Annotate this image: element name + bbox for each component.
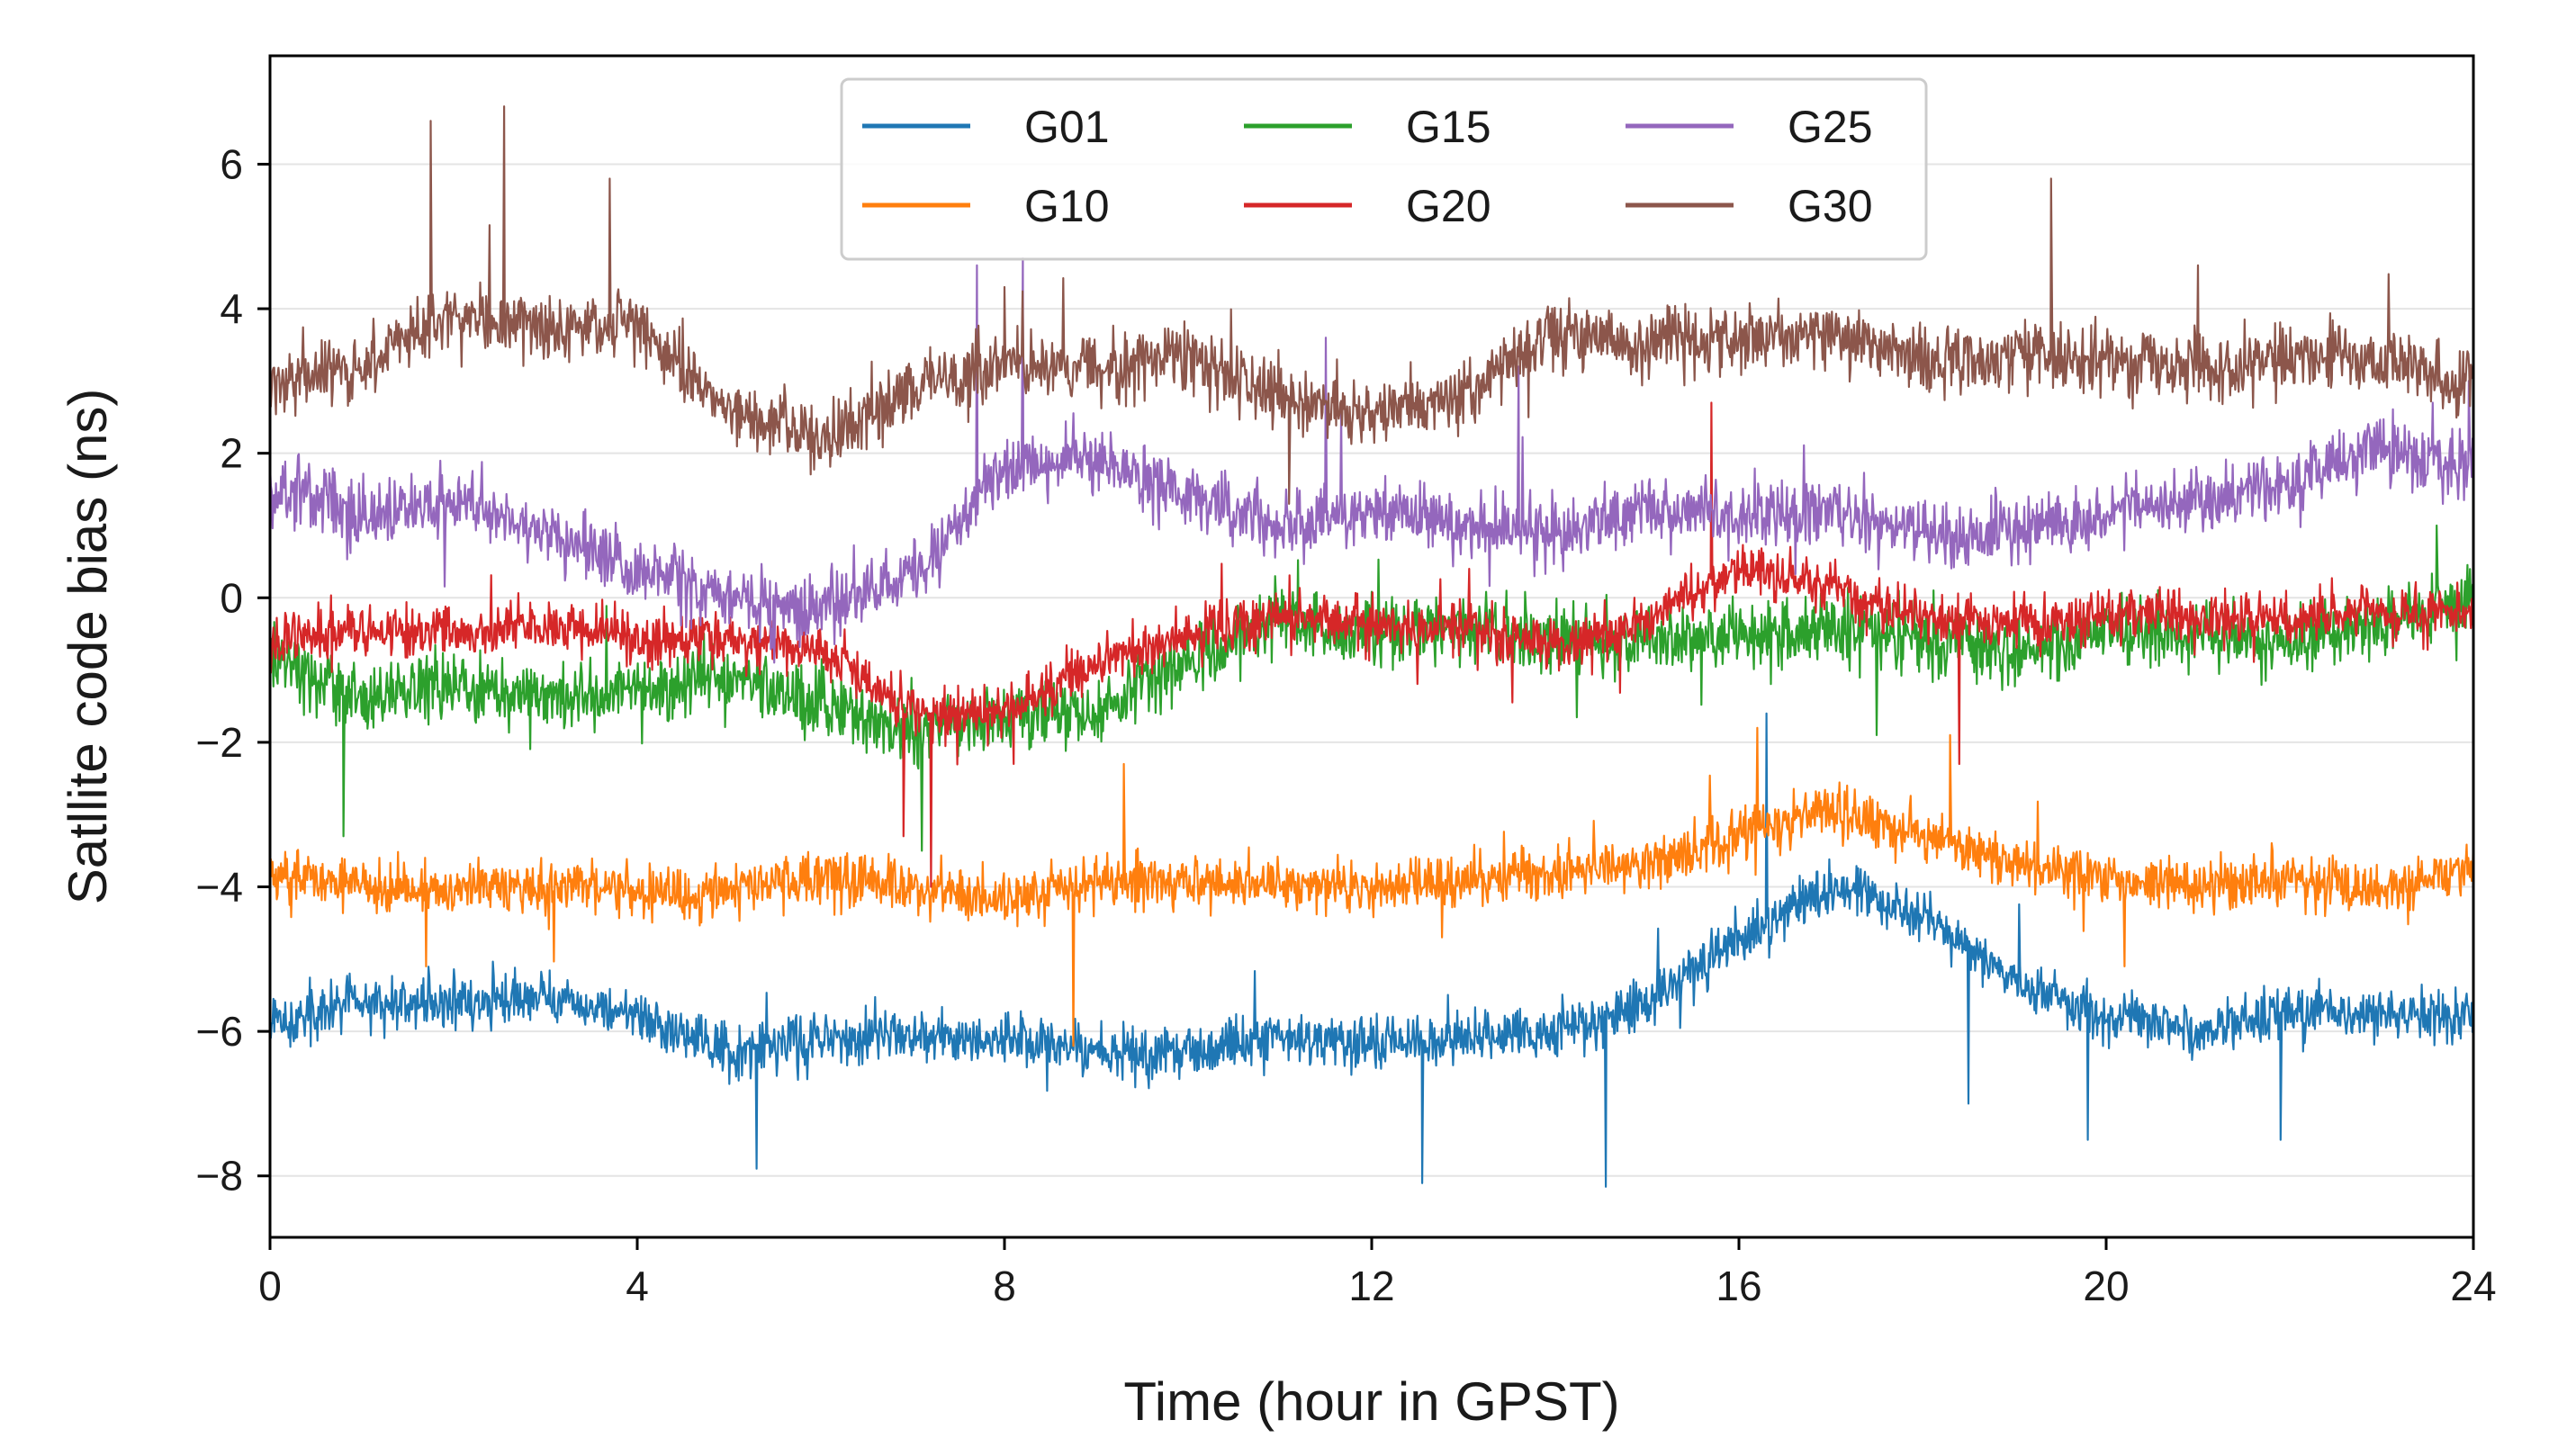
x-tick-label: 16 <box>1716 1263 1761 1309</box>
legend-label: G20 <box>1406 181 1491 231</box>
series-lines <box>268 105 2475 1188</box>
x-tick-label: 12 <box>1348 1263 1394 1309</box>
legend-label: G10 <box>1024 181 1110 231</box>
legend-item-g25: G25 <box>1626 102 1873 152</box>
legend: G01 G15 G25 G10 G20 G30 <box>840 77 1928 261</box>
x-tick-label: 24 <box>2450 1263 2496 1309</box>
x-tick-label: 20 <box>2083 1263 2129 1309</box>
y-tick-label: 4 <box>220 285 243 332</box>
series-line-g10 <box>268 726 2475 1047</box>
x-tick-label: 0 <box>258 1263 282 1309</box>
y-tick-label: −8 <box>196 1153 243 1200</box>
y-tick-label: 6 <box>220 140 243 187</box>
series-line-g01 <box>268 712 2475 1188</box>
legend-box <box>840 77 1928 261</box>
y-tick-label: −2 <box>196 719 243 766</box>
legend-item-g20: G20 <box>1244 181 1491 231</box>
legend-label: G01 <box>1024 102 1110 152</box>
series-line-g25 <box>268 256 2475 664</box>
legend-item-g10: G10 <box>862 181 1110 231</box>
y-tick-label: 0 <box>220 574 243 621</box>
legend-label: G15 <box>1406 102 1491 152</box>
legend-item-g15: G15 <box>1244 102 1491 152</box>
y-axis-label: Satllite code bias (ns) <box>58 389 118 905</box>
legend-item-g01: G01 <box>862 102 1110 152</box>
x-tick-label: 4 <box>626 1263 649 1309</box>
x-tick-label: 8 <box>993 1263 1016 1309</box>
series-line-g20 <box>268 401 2475 888</box>
legend-item-g30: G30 <box>1626 181 1873 231</box>
legend-label: G25 <box>1788 102 1873 152</box>
y-tick-label: −6 <box>196 1008 243 1055</box>
legend-label: G30 <box>1788 181 1873 231</box>
series-line-g30 <box>268 105 2475 505</box>
y-tick-label: 2 <box>220 430 243 477</box>
y-tick-label: −4 <box>196 864 243 911</box>
x-axis-label: Time (hour in GPST) <box>1123 1371 1619 1432</box>
